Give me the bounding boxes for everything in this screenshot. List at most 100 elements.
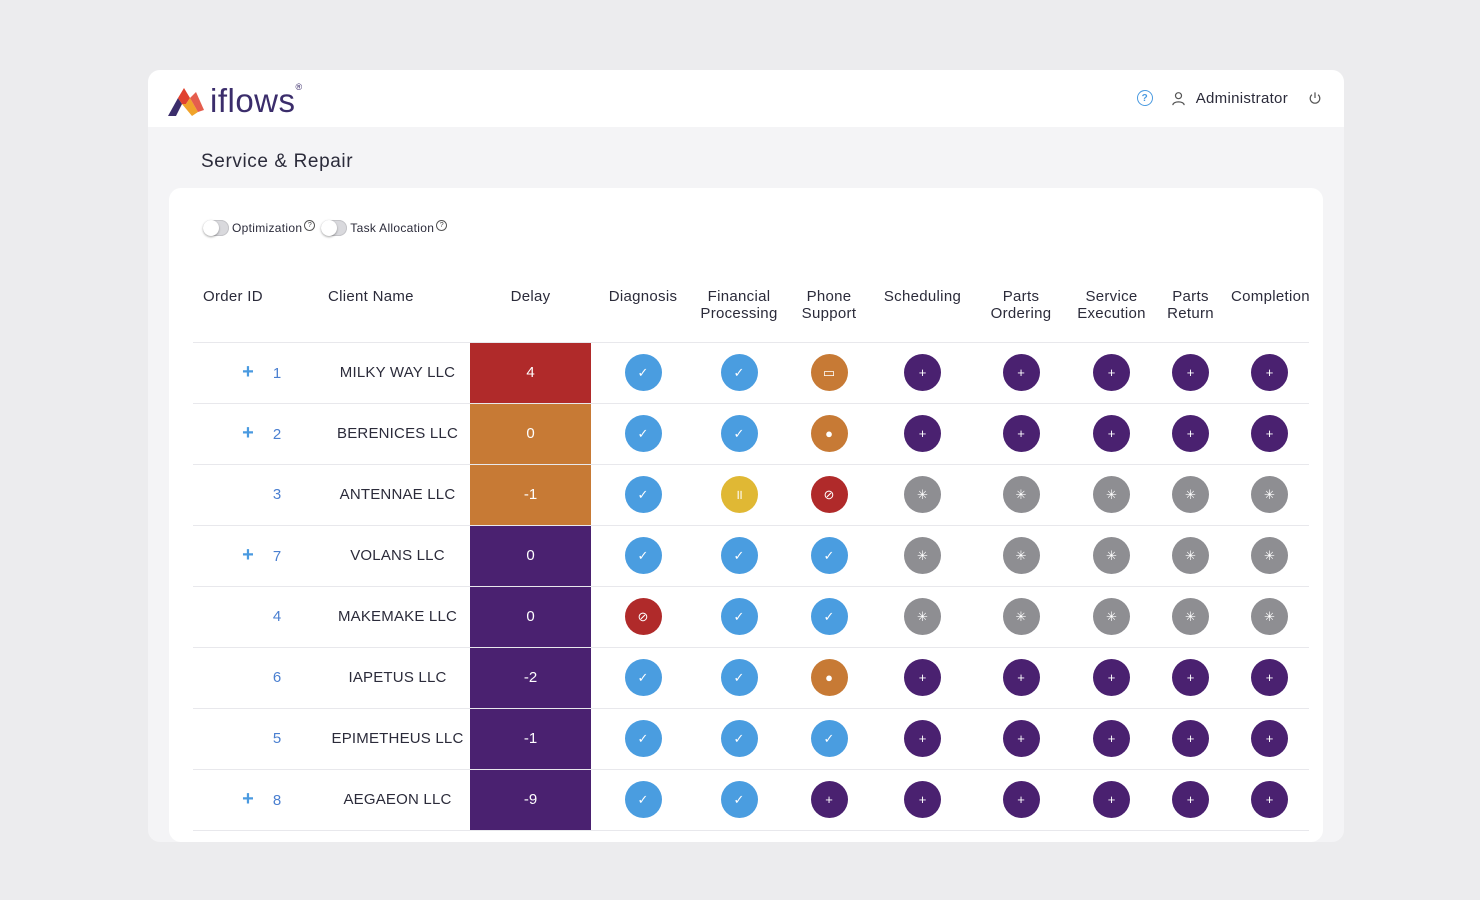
optimization-help-icon[interactable]: ? xyxy=(304,219,316,231)
column-header-client-name[interactable]: Client Name xyxy=(325,278,470,343)
check-icon[interactable]: ✓ xyxy=(720,598,758,635)
plus-icon[interactable]: + xyxy=(1093,781,1130,818)
table-row[interactable]: 5 EPIMETHEUS LLC -1 ✓ ✓ ✓ + + + + + xyxy=(193,708,1309,770)
plus-icon[interactable]: + xyxy=(904,781,941,818)
column-header-completion[interactable]: Completion xyxy=(1230,278,1310,343)
table-row[interactable]: 4 MAKEMAKE LLC 0 ⊘ ✓ ✓ ✳ ✳ ✳ ✳ ✳ xyxy=(193,586,1309,648)
check-icon[interactable]: ✓ xyxy=(720,354,758,391)
expand-row-button[interactable]: + xyxy=(242,788,254,810)
person-icon[interactable]: ● xyxy=(810,415,848,452)
plus-icon[interactable]: + xyxy=(1002,415,1040,452)
user-name[interactable]: Administrator xyxy=(1195,89,1288,107)
expand-row-button[interactable]: + xyxy=(242,422,254,444)
pending-icon[interactable]: ✳ xyxy=(1251,476,1288,513)
check-icon[interactable]: ✓ xyxy=(624,354,662,391)
plus-icon[interactable]: + xyxy=(1251,781,1288,818)
plus-icon[interactable]: + xyxy=(1093,720,1130,757)
plus-icon[interactable]: + xyxy=(810,781,848,818)
plus-icon[interactable]: + xyxy=(904,720,941,757)
table-row[interactable]: +8 AEGAEON LLC -9 ✓ ✓ + + + + + + xyxy=(193,769,1309,831)
plus-icon[interactable]: + xyxy=(1172,720,1209,757)
column-header-parts-return[interactable]: Parts Return xyxy=(1151,278,1230,343)
check-icon[interactable]: ✓ xyxy=(624,720,662,757)
pending-icon[interactable]: ✳ xyxy=(1002,537,1040,574)
plus-icon[interactable]: + xyxy=(1093,415,1130,452)
plus-icon[interactable]: + xyxy=(904,354,941,391)
pending-icon[interactable]: ✳ xyxy=(1093,476,1130,513)
check-icon[interactable]: ✓ xyxy=(720,415,758,452)
blocked-icon[interactable]: ⊘ xyxy=(624,598,662,635)
person-icon[interactable]: ● xyxy=(810,659,848,696)
pending-icon[interactable]: ✳ xyxy=(1251,598,1288,635)
check-icon[interactable]: ✓ xyxy=(624,781,662,818)
plus-icon[interactable]: + xyxy=(1002,781,1040,818)
plus-icon[interactable]: + xyxy=(904,659,941,696)
power-icon[interactable] xyxy=(1308,91,1322,105)
plus-icon[interactable]: + xyxy=(1172,781,1209,818)
task-allocation-toggle[interactable] xyxy=(321,220,348,236)
plus-icon[interactable]: + xyxy=(1002,720,1040,757)
check-icon[interactable]: ✓ xyxy=(720,781,758,818)
pending-icon[interactable]: ✳ xyxy=(1172,476,1209,513)
order-id-link[interactable]: 6 xyxy=(272,668,282,686)
help-icon[interactable]: ? xyxy=(1136,90,1153,106)
table-row[interactable]: 3 ANTENNAE LLC -1 ✓ ॥ ⊘ ✳ ✳ ✳ ✳ ✳ xyxy=(193,464,1309,526)
check-icon[interactable]: ✓ xyxy=(720,537,758,574)
order-id-link[interactable]: 1 xyxy=(272,365,282,382)
pending-icon[interactable]: ✳ xyxy=(1093,598,1130,635)
pending-icon[interactable]: ✳ xyxy=(904,537,941,574)
order-id-link[interactable]: 7 xyxy=(272,548,282,565)
desktop-icon[interactable]: ▭ xyxy=(810,354,848,391)
plus-icon[interactable]: + xyxy=(904,415,941,452)
check-icon[interactable]: ✓ xyxy=(624,659,662,696)
column-header-parts-ordering[interactable]: Parts Ordering xyxy=(970,278,1072,343)
plus-icon[interactable]: + xyxy=(1251,415,1288,452)
column-header-order-id[interactable]: Order ID xyxy=(193,278,325,343)
column-header-financial-processing[interactable]: Financial Processing xyxy=(695,278,783,343)
plus-icon[interactable]: + xyxy=(1251,354,1288,391)
order-id-link[interactable]: 4 xyxy=(272,607,282,625)
check-icon[interactable]: ✓ xyxy=(624,415,662,452)
plus-icon[interactable]: + xyxy=(1172,659,1209,696)
check-icon[interactable]: ✓ xyxy=(624,476,662,513)
pending-icon[interactable]: ✳ xyxy=(904,598,941,635)
pending-icon[interactable]: ✳ xyxy=(1002,476,1040,513)
check-icon[interactable]: ✓ xyxy=(810,598,848,635)
table-row[interactable]: +2 BERENICES LLC 0 ✓ ✓ ● + + + + + xyxy=(193,403,1309,465)
optimization-toggle[interactable] xyxy=(203,220,229,236)
column-header-delay[interactable]: Delay xyxy=(470,278,591,343)
plus-icon[interactable]: + xyxy=(1251,659,1288,696)
pending-icon[interactable]: ✳ xyxy=(1172,598,1209,635)
plus-icon[interactable]: + xyxy=(1172,354,1209,391)
plus-icon[interactable]: + xyxy=(1251,720,1288,757)
blocked-icon[interactable]: ⊘ xyxy=(810,476,848,513)
column-header-phone-support[interactable]: Phone Support xyxy=(783,278,875,343)
plus-icon[interactable]: + xyxy=(1172,415,1209,452)
check-icon[interactable]: ✓ xyxy=(624,537,662,574)
column-header-scheduling[interactable]: Scheduling xyxy=(875,278,970,343)
plus-icon[interactable]: + xyxy=(1093,354,1130,391)
order-id-link[interactable]: 2 xyxy=(272,426,282,443)
check-icon[interactable]: ✓ xyxy=(810,720,848,757)
expand-row-button[interactable]: + xyxy=(242,361,254,383)
expand-row-button[interactable]: + xyxy=(242,544,254,566)
order-id-link[interactable]: 8 xyxy=(272,792,282,809)
check-icon[interactable]: ✓ xyxy=(720,720,758,757)
pause-icon[interactable]: ॥ xyxy=(720,476,758,513)
iflows-logo[interactable]: iflows ® xyxy=(168,82,302,118)
task-allocation-help-icon[interactable]: ? xyxy=(436,219,448,231)
check-icon[interactable]: ✓ xyxy=(720,659,758,696)
plus-icon[interactable]: + xyxy=(1002,354,1040,391)
table-row[interactable]: +1 MILKY WAY LLC 4 ✓ ✓ ▭ + + + + + xyxy=(193,342,1309,404)
table-row[interactable]: 6 IAPETUS LLC -2 ✓ ✓ ● + + + + + xyxy=(193,647,1309,709)
pending-icon[interactable]: ✳ xyxy=(1172,537,1209,574)
pending-icon[interactable]: ✳ xyxy=(904,476,941,513)
plus-icon[interactable]: + xyxy=(1002,659,1040,696)
pending-icon[interactable]: ✳ xyxy=(1251,537,1288,574)
table-row[interactable]: +7 VOLANS LLC 0 ✓ ✓ ✓ ✳ ✳ ✳ ✳ ✳ xyxy=(193,525,1309,587)
check-icon[interactable]: ✓ xyxy=(810,537,848,574)
column-header-service-execution[interactable]: Service Execution xyxy=(1072,278,1151,343)
order-id-link[interactable]: 5 xyxy=(272,729,282,747)
pending-icon[interactable]: ✳ xyxy=(1093,537,1130,574)
plus-icon[interactable]: + xyxy=(1093,659,1130,696)
